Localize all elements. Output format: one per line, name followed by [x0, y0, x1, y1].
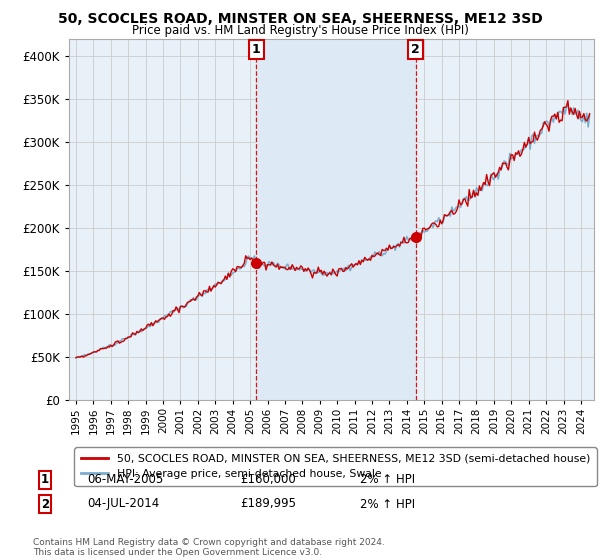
Text: £160,000: £160,000 [240, 473, 296, 487]
Text: 1: 1 [252, 43, 260, 56]
Text: £189,995: £189,995 [240, 497, 296, 511]
Text: 2% ↑ HPI: 2% ↑ HPI [360, 497, 415, 511]
Text: 2: 2 [41, 497, 49, 511]
Legend: 50, SCOCLES ROAD, MINSTER ON SEA, SHEERNESS, ME12 3SD (semi-detached house), HPI: 50, SCOCLES ROAD, MINSTER ON SEA, SHEERN… [74, 447, 596, 486]
Text: Contains HM Land Registry data © Crown copyright and database right 2024.
This d: Contains HM Land Registry data © Crown c… [33, 538, 385, 557]
Text: 1: 1 [41, 473, 49, 487]
Bar [256, 39, 416, 400]
Text: 06-MAY-2005: 06-MAY-2005 [87, 473, 163, 487]
Text: Price paid vs. HM Land Registry's House Price Index (HPI): Price paid vs. HM Land Registry's House … [131, 24, 469, 36]
Text: 50, SCOCLES ROAD, MINSTER ON SEA, SHEERNESS, ME12 3SD: 50, SCOCLES ROAD, MINSTER ON SEA, SHEERN… [58, 12, 542, 26]
Text: 2% ↑ HPI: 2% ↑ HPI [360, 473, 415, 487]
Text: 04-JUL-2014: 04-JUL-2014 [87, 497, 159, 511]
Text: 2: 2 [411, 43, 420, 56]
